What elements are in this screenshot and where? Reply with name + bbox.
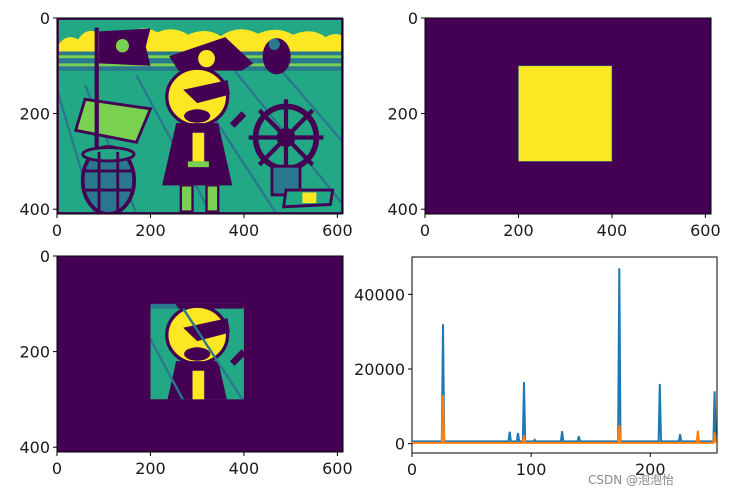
y-tick-label: 200	[19, 343, 50, 362]
panel-histogram: 0 100 200 0 20000 40000	[354, 256, 718, 479]
y-tick-label: 20000	[354, 360, 405, 379]
y-tick-label: 400	[19, 200, 50, 219]
panel2-ticks: 0 200 400 600 0 200 400	[387, 9, 720, 240]
y-tick-label: 200	[387, 105, 418, 124]
y-tick-label: 400	[19, 438, 50, 457]
y-tick-label: 40000	[354, 285, 405, 304]
x-tick-label: 100	[516, 460, 547, 479]
watermark: CSDN @泡泡怡	[588, 473, 674, 487]
x-tick-label: 200	[135, 221, 166, 240]
masked-pirate-crop	[150, 303, 244, 400]
series-line-1	[412, 395, 717, 444]
x-tick-label: 600	[322, 221, 353, 240]
mask-square	[518, 65, 613, 162]
x-tick-label: 400	[597, 221, 628, 240]
series-line-0	[412, 268, 717, 443]
x-tick-label: 0	[52, 459, 62, 478]
x-tick-label: 0	[407, 460, 417, 479]
y-tick-label: 400	[387, 200, 418, 219]
x-tick-label: 600	[690, 221, 721, 240]
x-tick-label: 600	[322, 459, 353, 478]
panel1-ticks: 0 200 400 600 0 200 400	[19, 9, 352, 240]
y-tick-label: 0	[408, 9, 418, 28]
x-tick-label: 200	[635, 460, 666, 479]
x-tick-label: 200	[503, 221, 534, 240]
histogram-lines	[412, 268, 717, 444]
y-tick-label: 0	[40, 247, 50, 266]
x-tick-label: 0	[52, 221, 62, 240]
y-tick-label: 200	[19, 105, 50, 124]
x-tick-label: 200	[135, 459, 166, 478]
y-tick-label: 0	[395, 435, 405, 454]
panel3-ticks: 0 200 400 600 0 200 400	[19, 247, 352, 478]
panel-mask: 0 200 400 600 0 200 400	[387, 9, 720, 240]
panel-masked-image: 0 200 400 600 0 200 400	[19, 247, 352, 478]
x-tick-label: 400	[229, 221, 260, 240]
panel4-ticks: 0 100 200 0 20000 40000	[354, 285, 665, 479]
panel-original-image: 0 200 400 600 0 200 400	[19, 9, 352, 240]
pirate-image	[57, 18, 343, 214]
y-tick-label: 0	[40, 9, 50, 28]
x-tick-label: 400	[229, 459, 260, 478]
histogram-axes	[411, 256, 718, 454]
x-tick-label: 0	[420, 221, 430, 240]
